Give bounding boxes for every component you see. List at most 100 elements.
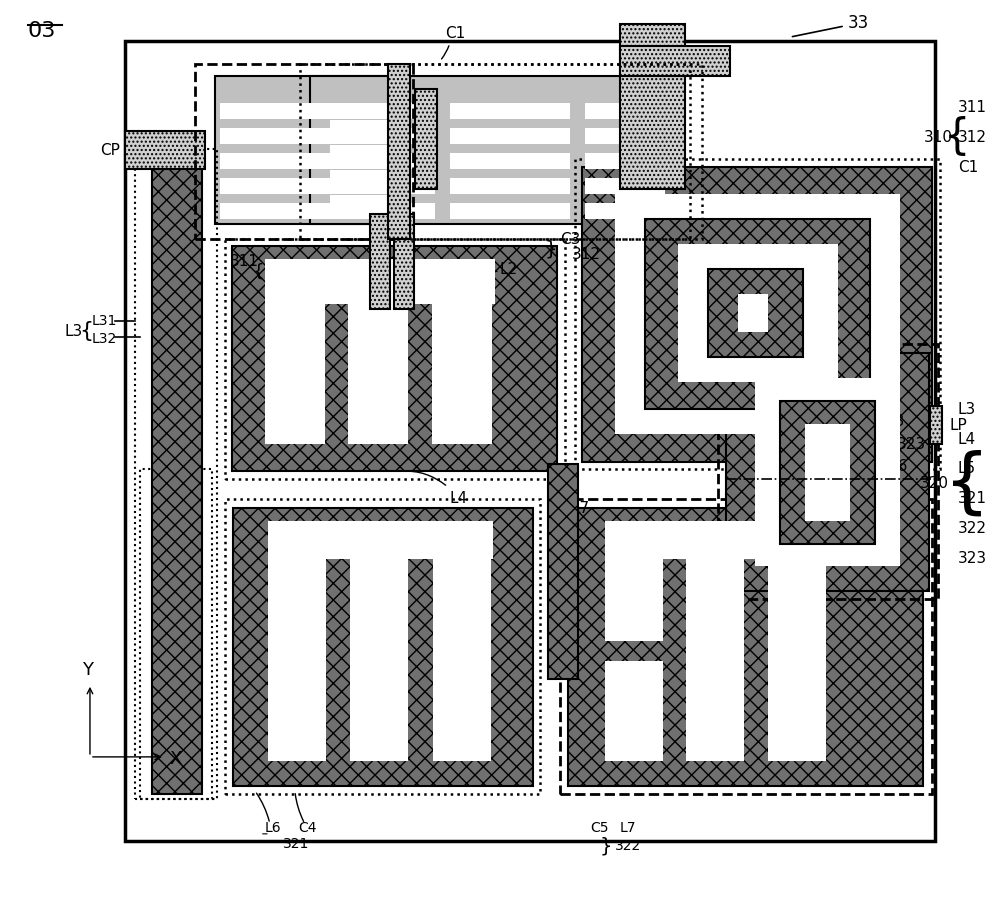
Text: L7: L7 bbox=[620, 821, 636, 835]
Text: 323: 323 bbox=[897, 437, 926, 451]
Bar bbox=[585, 129, 665, 144]
Text: {: { bbox=[253, 263, 264, 281]
Text: {: { bbox=[944, 450, 990, 519]
Bar bbox=[560, 499, 932, 794]
Bar bbox=[450, 103, 570, 120]
Bar bbox=[415, 89, 437, 189]
Bar bbox=[220, 129, 350, 144]
Bar bbox=[605, 541, 663, 641]
Bar bbox=[330, 170, 390, 186]
Bar bbox=[678, 244, 838, 382]
Bar bbox=[394, 214, 414, 309]
Text: C1: C1 bbox=[958, 160, 978, 174]
Bar bbox=[390, 64, 702, 239]
Bar bbox=[300, 64, 690, 239]
Bar bbox=[220, 103, 350, 120]
Bar bbox=[233, 508, 533, 786]
Bar bbox=[450, 203, 570, 219]
Text: 311: 311 bbox=[958, 100, 987, 115]
Bar bbox=[370, 214, 390, 309]
Bar bbox=[225, 499, 540, 794]
Bar bbox=[450, 178, 570, 194]
Bar bbox=[152, 154, 202, 794]
Text: L5: L5 bbox=[958, 461, 976, 476]
Bar bbox=[388, 64, 410, 239]
Bar bbox=[585, 203, 665, 219]
Bar bbox=[620, 46, 730, 76]
Text: 322: 322 bbox=[615, 839, 641, 853]
Text: L11: L11 bbox=[288, 270, 313, 284]
Text: 03: 03 bbox=[28, 22, 56, 41]
Bar bbox=[433, 536, 491, 761]
Bar bbox=[605, 661, 663, 761]
Bar bbox=[220, 153, 350, 169]
Text: 310: 310 bbox=[924, 129, 953, 145]
Text: CP: CP bbox=[100, 143, 120, 157]
Text: L3: L3 bbox=[65, 324, 83, 339]
Text: C3: C3 bbox=[560, 232, 580, 246]
Bar bbox=[585, 153, 665, 169]
Bar bbox=[330, 145, 390, 161]
Bar bbox=[738, 294, 768, 332]
Text: L2: L2 bbox=[500, 262, 518, 277]
Text: 321: 321 bbox=[283, 837, 309, 850]
Bar bbox=[755, 378, 900, 566]
Bar bbox=[310, 76, 680, 224]
Text: Y: Y bbox=[82, 661, 93, 679]
Text: C4: C4 bbox=[298, 821, 316, 835]
Bar bbox=[620, 24, 685, 189]
Bar bbox=[348, 274, 408, 444]
Bar bbox=[135, 149, 217, 799]
Text: L3: L3 bbox=[958, 402, 976, 416]
Bar bbox=[805, 424, 850, 521]
Bar bbox=[330, 120, 390, 136]
Bar bbox=[220, 178, 350, 194]
Bar bbox=[315, 203, 435, 219]
Bar bbox=[315, 153, 435, 169]
Text: }: } bbox=[600, 837, 612, 856]
Bar bbox=[615, 194, 900, 434]
Bar bbox=[315, 178, 435, 194]
Text: L12: L12 bbox=[288, 283, 313, 297]
Text: {: { bbox=[944, 116, 970, 158]
Bar bbox=[645, 219, 870, 409]
Bar bbox=[125, 41, 935, 841]
Text: HP: HP bbox=[641, 26, 662, 41]
Text: 312: 312 bbox=[572, 246, 601, 262]
Bar bbox=[548, 464, 578, 679]
Text: 320: 320 bbox=[920, 476, 949, 492]
Text: L4: L4 bbox=[450, 491, 468, 506]
Bar bbox=[268, 536, 326, 761]
Text: 322: 322 bbox=[958, 521, 987, 537]
Text: }: } bbox=[877, 430, 896, 458]
Bar bbox=[585, 103, 665, 120]
Bar bbox=[315, 103, 435, 120]
Bar bbox=[140, 469, 212, 799]
Bar bbox=[718, 344, 938, 599]
Bar bbox=[930, 406, 942, 444]
Bar bbox=[265, 259, 495, 304]
Text: 312: 312 bbox=[958, 129, 987, 145]
Text: C5: C5 bbox=[590, 821, 608, 835]
Text: 323: 323 bbox=[958, 551, 987, 566]
Bar bbox=[568, 508, 923, 786]
Bar bbox=[225, 239, 565, 479]
Bar bbox=[585, 178, 665, 194]
Bar bbox=[450, 153, 570, 169]
Bar bbox=[315, 129, 435, 144]
Bar bbox=[726, 353, 929, 591]
Bar bbox=[432, 274, 492, 444]
Text: LP: LP bbox=[950, 417, 967, 432]
Bar bbox=[125, 131, 205, 169]
Text: C2: C2 bbox=[264, 258, 282, 272]
Bar bbox=[575, 159, 940, 469]
Text: 33: 33 bbox=[792, 14, 869, 37]
Bar bbox=[330, 195, 390, 211]
Bar bbox=[768, 536, 826, 761]
Bar bbox=[220, 203, 350, 219]
Text: 311: 311 bbox=[230, 254, 259, 269]
Text: {: { bbox=[277, 274, 287, 289]
Bar bbox=[195, 64, 413, 239]
Text: L6: L6 bbox=[265, 821, 282, 835]
Bar bbox=[215, 76, 400, 224]
